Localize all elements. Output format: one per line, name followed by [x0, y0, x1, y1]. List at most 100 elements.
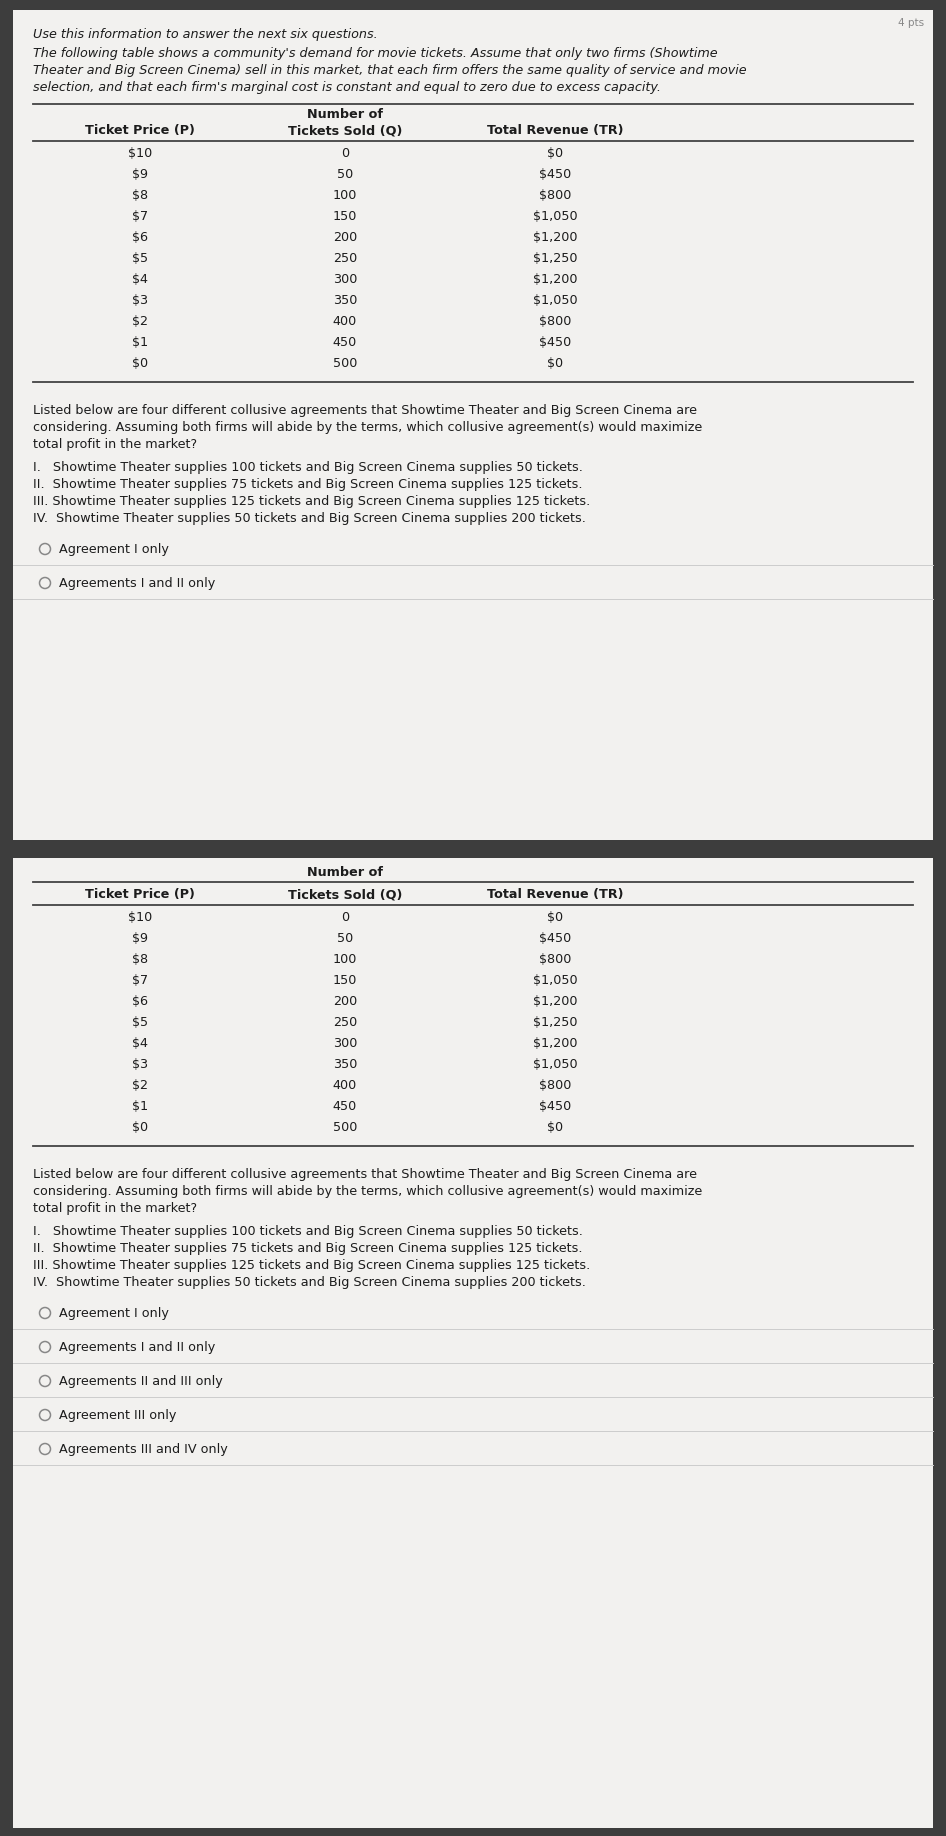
Text: $0: $0: [547, 1122, 563, 1135]
Text: 200: 200: [333, 995, 358, 1008]
Text: total profit in the market?: total profit in the market?: [33, 439, 197, 452]
Text: $1,050: $1,050: [533, 1058, 577, 1070]
Text: 50: 50: [337, 169, 353, 182]
Text: Ticket Price (P): Ticket Price (P): [85, 125, 195, 138]
Text: 200: 200: [333, 231, 358, 244]
Text: total profit in the market?: total profit in the market?: [33, 1203, 197, 1215]
Text: 150: 150: [333, 209, 358, 222]
Text: $10: $10: [128, 911, 152, 924]
Text: $9: $9: [132, 933, 148, 946]
Text: 0: 0: [341, 911, 349, 924]
Text: 250: 250: [333, 252, 358, 264]
Text: Listed below are four different collusive agreements that Showtime Theater and B: Listed below are four different collusiv…: [33, 1168, 697, 1181]
Text: $1,200: $1,200: [533, 274, 577, 286]
Text: 300: 300: [333, 1037, 358, 1050]
Text: II.  Showtime Theater supplies 75 tickets and Big Screen Cinema supplies 125 tic: II. Showtime Theater supplies 75 tickets…: [33, 477, 583, 490]
Text: I.   Showtime Theater supplies 100 tickets and Big Screen Cinema supplies 50 tic: I. Showtime Theater supplies 100 tickets…: [33, 1225, 583, 1237]
Text: $0: $0: [131, 356, 149, 371]
Text: Tickets Sold (Q): Tickets Sold (Q): [288, 125, 402, 138]
Text: 0: 0: [341, 147, 349, 160]
Text: $1: $1: [131, 1100, 149, 1113]
Text: Agreements I and II only: Agreements I and II only: [59, 577, 216, 589]
Text: 400: 400: [333, 316, 358, 329]
Text: $2: $2: [132, 316, 148, 329]
Text: $450: $450: [539, 933, 571, 946]
Text: $3: $3: [131, 1058, 149, 1070]
Text: Total Revenue (TR): Total Revenue (TR): [487, 889, 623, 901]
Text: $800: $800: [539, 953, 571, 966]
Text: $1,050: $1,050: [533, 975, 577, 988]
Text: $7: $7: [131, 209, 149, 222]
Text: The following table shows a community's demand for movie tickets. Assume that on: The following table shows a community's …: [33, 48, 718, 61]
Text: Number of: Number of: [307, 867, 383, 879]
Text: I.   Showtime Theater supplies 100 tickets and Big Screen Cinema supplies 50 tic: I. Showtime Theater supplies 100 tickets…: [33, 461, 583, 474]
Text: $4: $4: [132, 274, 148, 286]
Text: $0: $0: [131, 1122, 149, 1135]
Text: selection, and that each firm's marginal cost is constant and equal to zero due : selection, and that each firm's marginal…: [33, 81, 661, 94]
Bar: [13, 857, 933, 1829]
Text: 250: 250: [333, 1015, 358, 1028]
Text: Use this information to answer the next six questions.: Use this information to answer the next …: [33, 28, 377, 40]
Text: IV.  Showtime Theater supplies 50 tickets and Big Screen Cinema supplies 200 tic: IV. Showtime Theater supplies 50 tickets…: [33, 512, 586, 525]
Text: $800: $800: [539, 316, 571, 329]
Bar: [0, 841, 946, 857]
Text: $3: $3: [131, 294, 149, 307]
Text: 450: 450: [333, 1100, 358, 1113]
Text: $1,050: $1,050: [533, 294, 577, 307]
Text: $1,050: $1,050: [533, 209, 577, 222]
Text: 500: 500: [333, 356, 358, 371]
Text: Agreements III and IV only: Agreements III and IV only: [59, 1443, 228, 1456]
Text: 100: 100: [333, 189, 358, 202]
Text: $1,200: $1,200: [533, 1037, 577, 1050]
Text: $8: $8: [131, 189, 149, 202]
Text: considering. Assuming both firms will abide by the terms, which collusive agreem: considering. Assuming both firms will ab…: [33, 420, 702, 433]
Text: $2: $2: [132, 1080, 148, 1092]
Text: III. Showtime Theater supplies 125 tickets and Big Screen Cinema supplies 125 ti: III. Showtime Theater supplies 125 ticke…: [33, 496, 590, 509]
Text: $1,200: $1,200: [533, 231, 577, 244]
Text: 100: 100: [333, 953, 358, 966]
Text: Ticket Price (P): Ticket Price (P): [85, 889, 195, 901]
Bar: [13, 9, 933, 841]
Text: $1,250: $1,250: [533, 252, 577, 264]
Text: Agreements II and III only: Agreements II and III only: [59, 1375, 222, 1388]
Text: $1: $1: [131, 336, 149, 349]
Text: $450: $450: [539, 169, 571, 182]
Text: 450: 450: [333, 336, 358, 349]
Text: Theater and Big Screen Cinema) sell in this market, that each firm offers the sa: Theater and Big Screen Cinema) sell in t…: [33, 64, 746, 77]
Text: $800: $800: [539, 189, 571, 202]
Text: $1,200: $1,200: [533, 995, 577, 1008]
Text: III. Showtime Theater supplies 125 tickets and Big Screen Cinema supplies 125 ti: III. Showtime Theater supplies 125 ticke…: [33, 1259, 590, 1272]
Text: $1,250: $1,250: [533, 1015, 577, 1028]
Text: 400: 400: [333, 1080, 358, 1092]
Text: $10: $10: [128, 147, 152, 160]
Text: $800: $800: [539, 1080, 571, 1092]
Text: IV.  Showtime Theater supplies 50 tickets and Big Screen Cinema supplies 200 tic: IV. Showtime Theater supplies 50 tickets…: [33, 1276, 586, 1289]
Text: $7: $7: [131, 975, 149, 988]
Text: $6: $6: [132, 231, 148, 244]
Text: considering. Assuming both firms will abide by the terms, which collusive agreem: considering. Assuming both firms will ab…: [33, 1184, 702, 1199]
Text: $450: $450: [539, 1100, 571, 1113]
Text: Agreement I only: Agreement I only: [59, 543, 169, 556]
Text: 150: 150: [333, 975, 358, 988]
Text: $5: $5: [131, 252, 149, 264]
Text: $0: $0: [547, 147, 563, 160]
Text: $4: $4: [132, 1037, 148, 1050]
Text: $6: $6: [132, 995, 148, 1008]
Text: 350: 350: [333, 294, 358, 307]
Text: $450: $450: [539, 336, 571, 349]
Text: 350: 350: [333, 1058, 358, 1070]
Text: $8: $8: [131, 953, 149, 966]
Text: Agreement I only: Agreement I only: [59, 1307, 169, 1320]
Text: 4 pts: 4 pts: [898, 18, 924, 28]
Text: II.  Showtime Theater supplies 75 tickets and Big Screen Cinema supplies 125 tic: II. Showtime Theater supplies 75 tickets…: [33, 1241, 583, 1256]
Text: Tickets Sold (Q): Tickets Sold (Q): [288, 889, 402, 901]
Text: 300: 300: [333, 274, 358, 286]
Text: Agreements I and II only: Agreements I and II only: [59, 1340, 216, 1353]
Text: 50: 50: [337, 933, 353, 946]
Text: $9: $9: [132, 169, 148, 182]
Text: Total Revenue (TR): Total Revenue (TR): [487, 125, 623, 138]
Text: $0: $0: [547, 356, 563, 371]
Text: $0: $0: [547, 911, 563, 924]
Text: Listed below are four different collusive agreements that Showtime Theater and B: Listed below are four different collusiv…: [33, 404, 697, 417]
Text: Number of: Number of: [307, 108, 383, 121]
